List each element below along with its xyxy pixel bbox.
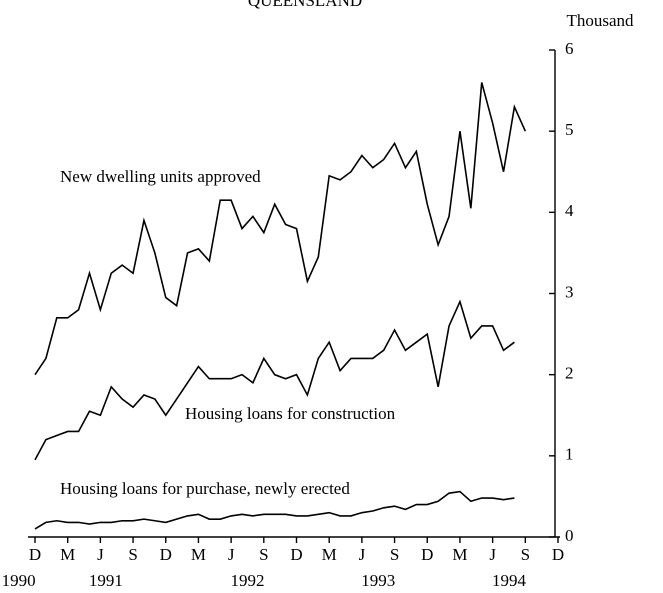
year-label: 1992	[230, 571, 264, 590]
series-line	[34, 490, 515, 530]
y-tick-label: 5	[565, 120, 574, 139]
y-unit: Thousand	[566, 11, 634, 30]
series-line	[34, 299, 515, 461]
chart-title: QUEENSLAND	[248, 0, 362, 10]
series-line	[34, 82, 527, 376]
x-tick-label: S	[390, 545, 399, 564]
x-tick-label: S	[521, 545, 530, 564]
y-tick-label: 2	[565, 364, 574, 383]
x-tick-label: J	[97, 545, 104, 564]
x-tick-label: M	[452, 545, 467, 564]
x-tick-label: J	[489, 545, 496, 564]
x-tick-label: M	[191, 545, 206, 564]
x-tick-label: D	[160, 545, 172, 564]
year-label: 1991	[89, 571, 123, 590]
x-tick-label: D	[421, 545, 433, 564]
y-tick-label: 4	[565, 201, 574, 220]
x-tick-label: J	[228, 545, 235, 564]
series-label: Housing loans for construction	[185, 404, 396, 423]
x-tick-label: M	[322, 545, 337, 564]
x-tick-label: S	[128, 545, 137, 564]
x-tick-label: D	[290, 545, 302, 564]
x-tick-label: D	[29, 545, 41, 564]
year-label: 1994	[492, 571, 527, 590]
y-tick-label: 0	[565, 526, 574, 545]
x-tick-label: S	[259, 545, 268, 564]
y-tick-label: 6	[565, 39, 574, 58]
x-tick-label: D	[552, 545, 564, 564]
series-label: Housing loans for purchase, newly erecte…	[60, 479, 350, 498]
x-tick-label: J	[359, 545, 366, 564]
y-tick-label: 3	[565, 282, 574, 301]
series-label: New dwelling units approved	[60, 167, 261, 186]
year-label: 1990	[2, 571, 36, 590]
y-tick-label: 1	[565, 445, 574, 464]
x-tick-label: M	[60, 545, 75, 564]
year-label: 1993	[361, 571, 395, 590]
